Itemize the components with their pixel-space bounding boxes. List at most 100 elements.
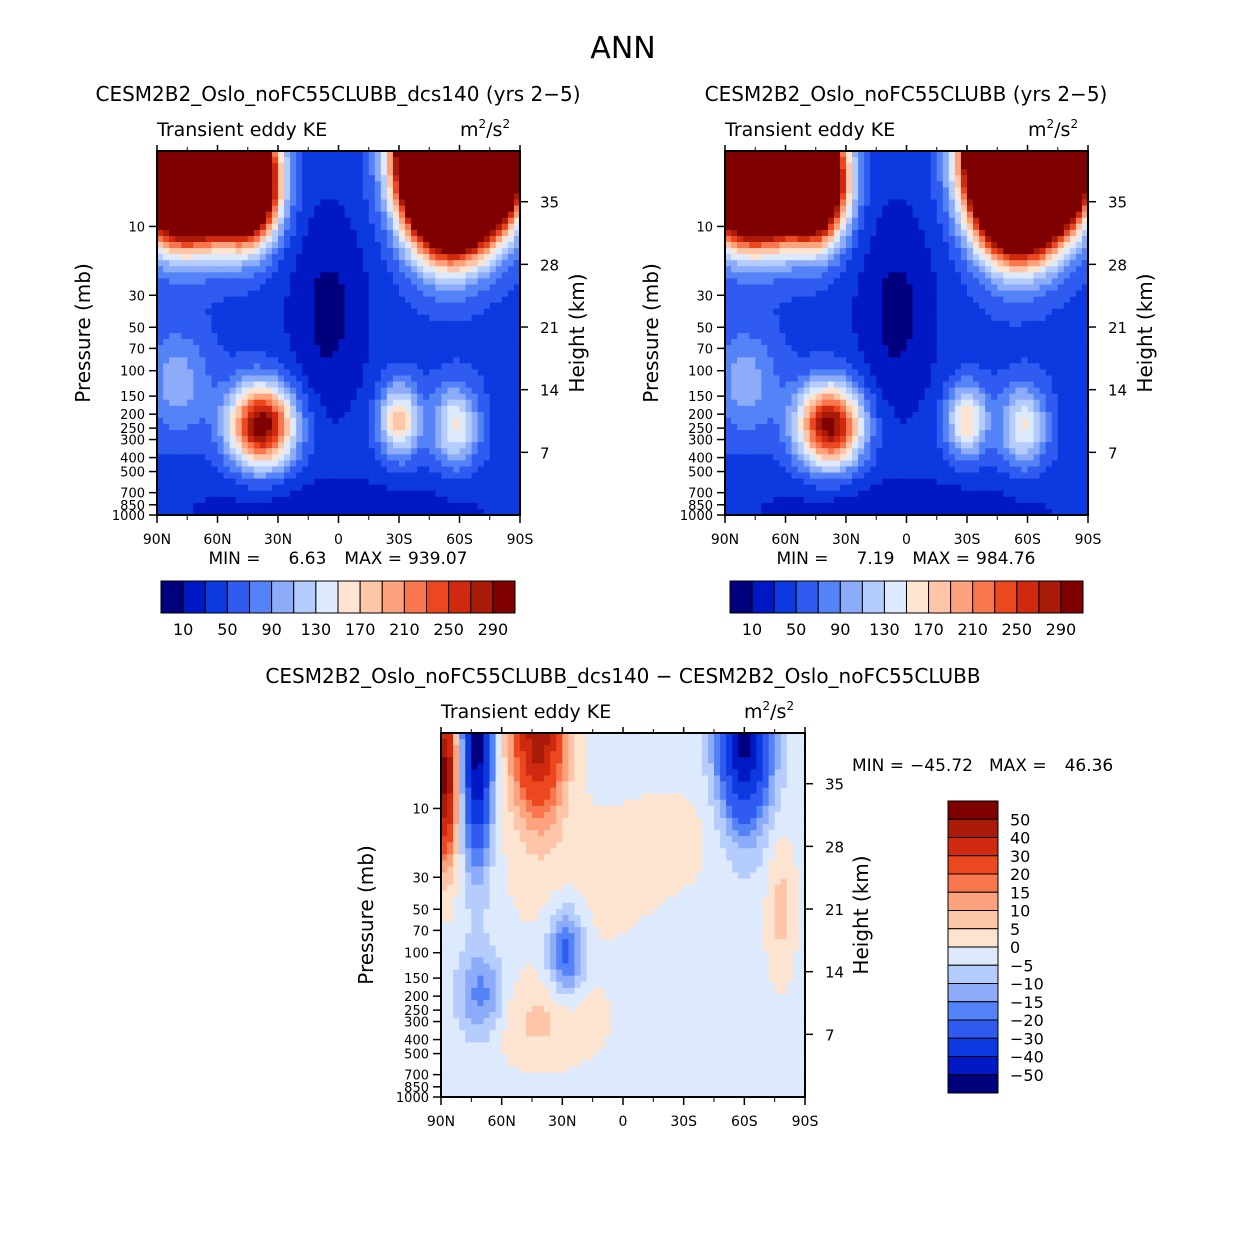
panel-2-field-cell — [749, 187, 756, 195]
panel-1-field-cell — [308, 217, 315, 225]
panel-1-field-cell — [278, 381, 285, 389]
panel-2-field-cell — [809, 217, 817, 225]
panel-1-field-cell — [271, 272, 279, 279]
panel-1-field-cell — [259, 266, 267, 273]
panel-1-field-cell — [296, 254, 303, 261]
panel-1-field-cell — [405, 326, 412, 334]
panel-1-field-cell — [314, 411, 321, 419]
panel-1-field-cell — [471, 223, 479, 231]
panel-2-field-cell — [761, 248, 768, 255]
panel-1-field-cell — [193, 466, 200, 474]
panel-1-field-cell — [163, 242, 170, 249]
panel-1-field-cell — [386, 175, 394, 182]
panel-1-field-cell — [405, 284, 412, 292]
panel-1-field-cell — [441, 242, 448, 249]
panel-2-field-cell — [967, 175, 974, 182]
panel-1-field-cell — [380, 181, 388, 188]
panel-1-field-cell — [284, 302, 291, 310]
panel-2-field-cell — [870, 181, 877, 188]
panel-1-field-cell — [296, 308, 303, 316]
panel-1-field-cell — [374, 163, 382, 170]
panel-1-field-cell — [405, 235, 412, 243]
panel-1-field-cell — [374, 175, 382, 182]
panel-1-field-cell — [459, 272, 467, 279]
panel-2-field-cell — [779, 163, 787, 170]
panel-1-field-cell — [205, 442, 213, 449]
panel-1-field-cell — [338, 163, 346, 170]
panel-1-field-cell — [513, 266, 521, 273]
panel-2-field-cell — [985, 211, 992, 219]
panel-1-field-cell — [211, 454, 219, 461]
panel-1-field-cell — [405, 436, 412, 443]
panel-1-field-cell — [235, 284, 243, 292]
panel-1-field-cell — [459, 193, 467, 201]
panel-1-field-cell — [362, 229, 370, 237]
panel-1-field-cell — [368, 211, 376, 219]
panel-1-field-cell — [399, 193, 406, 201]
panel-1-field-cell — [320, 442, 327, 449]
panel-2-field-cell — [882, 175, 889, 182]
panel-1-field-cell — [368, 314, 376, 322]
panel-2-field-cell — [888, 272, 895, 279]
panel-1-field-cell — [271, 478, 279, 486]
panel-1-field-cell — [356, 508, 364, 516]
panel-1-field-cell — [447, 357, 455, 364]
panel-2-field-cell — [767, 248, 774, 255]
panel-1-field-cell — [386, 266, 394, 273]
panel-1-field-cell — [411, 442, 418, 449]
panel-2-field-cell — [906, 229, 914, 237]
panel-1-field-cell — [489, 436, 497, 443]
panel-1-field-cell — [241, 302, 249, 310]
panel-1-field-cell — [423, 314, 430, 322]
panel-1-field-cell — [326, 387, 334, 395]
panel-2-field-cell — [731, 248, 738, 255]
panel-1-field-cell — [229, 363, 237, 370]
panel-1-field-cell — [447, 290, 455, 298]
panel-1-field-cell — [163, 217, 170, 225]
panel-1-field-cell — [501, 442, 509, 449]
panel-1-field-cell — [477, 163, 485, 170]
panel-1-field-cell — [247, 442, 255, 449]
panel-2-field-cell — [991, 199, 998, 207]
panel-1-field-cell — [308, 369, 315, 377]
panel-1-field-cell — [483, 266, 491, 273]
panel-2-field-cell — [833, 151, 841, 158]
panel-1-field-cell — [350, 278, 358, 286]
panel-1-field-cell — [417, 363, 424, 370]
panel-1-field-cell — [193, 175, 200, 182]
panel-1-field-cell — [205, 339, 213, 346]
panel-1-field-cell — [302, 345, 309, 352]
panel-1-field-cell — [271, 308, 279, 316]
panel-1-field-cell — [271, 193, 279, 201]
panel-1-field-cell — [465, 436, 473, 443]
panel-1-field-cell — [302, 417, 309, 425]
panel-2-field-cell — [779, 205, 787, 213]
panel-2-field-cell — [803, 272, 811, 279]
panel-1-field-cell — [326, 369, 334, 377]
panel-2-field-cell — [797, 187, 805, 195]
panel-1-field-cell — [459, 302, 467, 310]
panel-1-field-cell — [423, 199, 430, 207]
panel-1-field-cell — [284, 393, 291, 401]
panel-1-field-cell — [386, 290, 394, 298]
panel-2-field-cell — [997, 157, 1004, 164]
panel-1-field-cell — [483, 242, 491, 249]
panel-1-field-cell — [175, 217, 182, 225]
panel-1-field-cell — [326, 223, 334, 231]
panel-1-field-cell — [453, 472, 461, 480]
panel-1-field-cell — [356, 248, 364, 255]
panel-1-field-cell — [423, 508, 430, 516]
panel-1-field-cell — [368, 235, 376, 243]
panel-1-field-cell — [296, 175, 303, 182]
panel-2-field-cell — [749, 260, 756, 267]
panel-1-field-cell — [175, 430, 182, 437]
panel-1-field-cell — [399, 326, 406, 334]
panel-1-field-cell — [181, 266, 188, 273]
panel-1-field-cell — [284, 460, 291, 468]
panel-2-field-cell — [1045, 254, 1053, 261]
panel-1-field-cell — [465, 381, 473, 389]
panel-2-field-cell — [1051, 157, 1059, 164]
panel-1-field-cell — [453, 496, 461, 504]
panel-2-field-cell — [743, 217, 750, 225]
